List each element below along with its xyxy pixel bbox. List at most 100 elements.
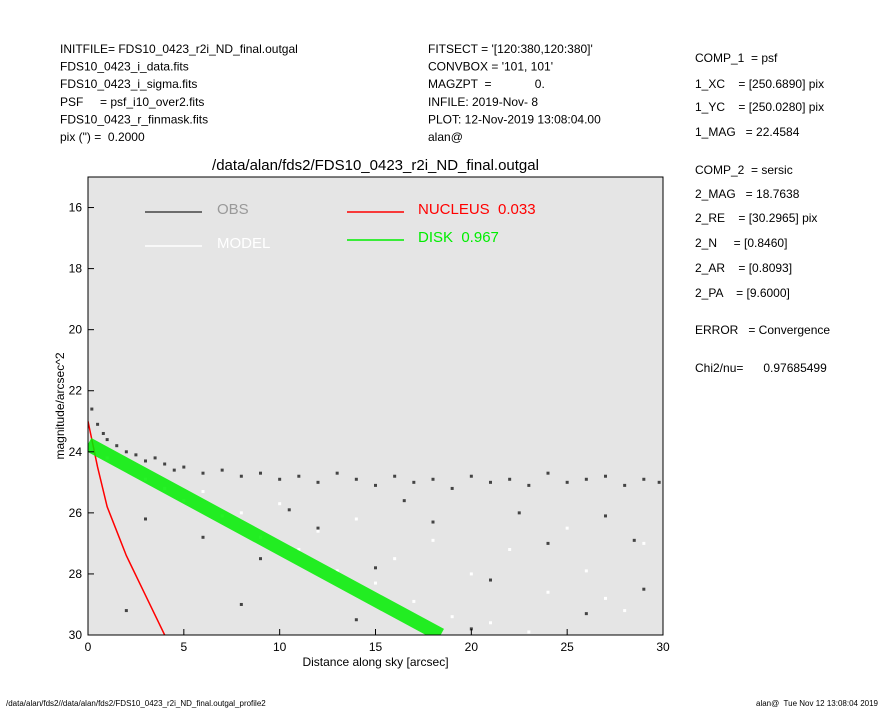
y-tick-label: 22 — [69, 384, 83, 398]
point — [489, 621, 492, 625]
legend-label: DISK 0.967 — [418, 229, 499, 246]
y-tick-label: 16 — [69, 201, 83, 215]
point — [172, 468, 176, 472]
point — [144, 459, 147, 463]
point — [604, 596, 607, 600]
point — [623, 609, 627, 613]
header-right: 1_YC = [250.0280] pix — [695, 100, 824, 114]
point — [393, 557, 397, 561]
point — [657, 480, 661, 484]
point — [259, 557, 262, 561]
header-middle: alan@ — [428, 130, 463, 144]
point — [508, 548, 512, 552]
header-right: 1_XC = [250.6890] pix — [695, 77, 824, 91]
point — [565, 526, 569, 530]
point — [201, 489, 205, 493]
point — [124, 450, 128, 454]
point — [220, 468, 224, 472]
point — [297, 548, 301, 552]
point — [101, 431, 105, 435]
chart-title: /data/alan/fds2/FDS10_0423_r2i_ND_final.… — [212, 157, 539, 174]
point — [623, 483, 627, 487]
footer-left: /data/alan/fds2//data/alan/fds2/FDS10_04… — [6, 699, 266, 708]
point — [297, 474, 301, 478]
header-middle: INFILE: 2019-Nov- 8 — [428, 95, 538, 109]
point — [278, 477, 282, 481]
point — [527, 483, 531, 487]
point — [642, 587, 646, 591]
point — [604, 514, 607, 518]
legend-label: OBS — [217, 201, 249, 218]
header-right: 2_N = [0.8460] — [695, 236, 787, 250]
x-tick-label: 0 — [85, 640, 92, 654]
point — [546, 590, 550, 594]
y-tick-label: 18 — [69, 262, 83, 276]
footer-right: alan@ Tue Nov 12 13:08:04 2019 — [756, 699, 879, 708]
header-right: COMP_1 = psf — [695, 51, 778, 65]
point — [316, 480, 320, 484]
point — [469, 572, 473, 576]
header-right: COMP_2 = sersic — [695, 163, 793, 177]
header-right: 2_RE = [30.2965] pix — [695, 211, 817, 225]
header-right: 2_MAG = 18.7638 — [695, 187, 800, 201]
point — [412, 599, 416, 603]
y-tick-label: 30 — [69, 628, 83, 642]
x-tick-label: 20 — [465, 640, 479, 654]
point — [374, 483, 377, 487]
point — [354, 517, 358, 521]
point — [489, 480, 492, 484]
header-left: FDS10_0423_i_data.fits — [60, 60, 189, 74]
point — [508, 477, 512, 481]
point — [354, 618, 358, 622]
point — [124, 609, 128, 613]
point — [163, 462, 167, 466]
point — [374, 566, 377, 570]
point — [153, 456, 157, 460]
point — [527, 630, 531, 634]
y-tick-label: 26 — [69, 506, 83, 520]
point — [546, 541, 550, 545]
plot-area — [88, 177, 663, 635]
point — [201, 535, 205, 539]
point — [239, 511, 243, 515]
point — [316, 529, 320, 533]
point — [469, 474, 473, 478]
x-tick-label: 25 — [560, 640, 574, 654]
point — [584, 569, 588, 573]
header-right: 2_AR = [0.8093] — [695, 261, 792, 275]
point — [278, 502, 282, 506]
curve — [88, 421, 166, 635]
point — [402, 499, 406, 503]
legend-label: MODEL — [217, 235, 270, 252]
point — [182, 465, 186, 469]
point — [489, 578, 492, 582]
point — [584, 477, 588, 481]
point — [546, 471, 550, 475]
point — [632, 538, 636, 542]
point — [96, 422, 100, 426]
point — [450, 615, 454, 619]
header-right: ERROR = Convergence — [695, 323, 830, 337]
x-tick-label: 30 — [656, 640, 670, 654]
point — [115, 444, 119, 448]
header-middle: FITSECT = '[120:380,120:380]' — [428, 42, 593, 56]
point — [259, 471, 262, 475]
point — [431, 477, 435, 481]
point — [105, 438, 109, 442]
point — [335, 471, 339, 475]
header-middle: PLOT: 12-Nov-2019 13:08:04.00 — [428, 112, 601, 126]
header-right: 1_MAG = 22.4584 — [695, 125, 800, 139]
point — [201, 471, 205, 475]
point — [354, 477, 358, 481]
header-left: PSF = psf_i10_over2.fits — [60, 95, 204, 109]
legend-label: NUCLEUS 0.033 — [418, 201, 536, 218]
point — [239, 474, 243, 478]
point — [412, 480, 416, 484]
header-left: INITFILE= FDS10_0423_r2i_ND_final.outgal — [60, 42, 298, 56]
point — [287, 508, 291, 512]
point — [565, 480, 569, 484]
header-middle: MAGZPT = 0. — [428, 77, 545, 91]
header-left: FDS10_0423_i_sigma.fits — [60, 77, 197, 91]
header-right: Chi2/nu= 0.97685499 — [695, 361, 827, 375]
